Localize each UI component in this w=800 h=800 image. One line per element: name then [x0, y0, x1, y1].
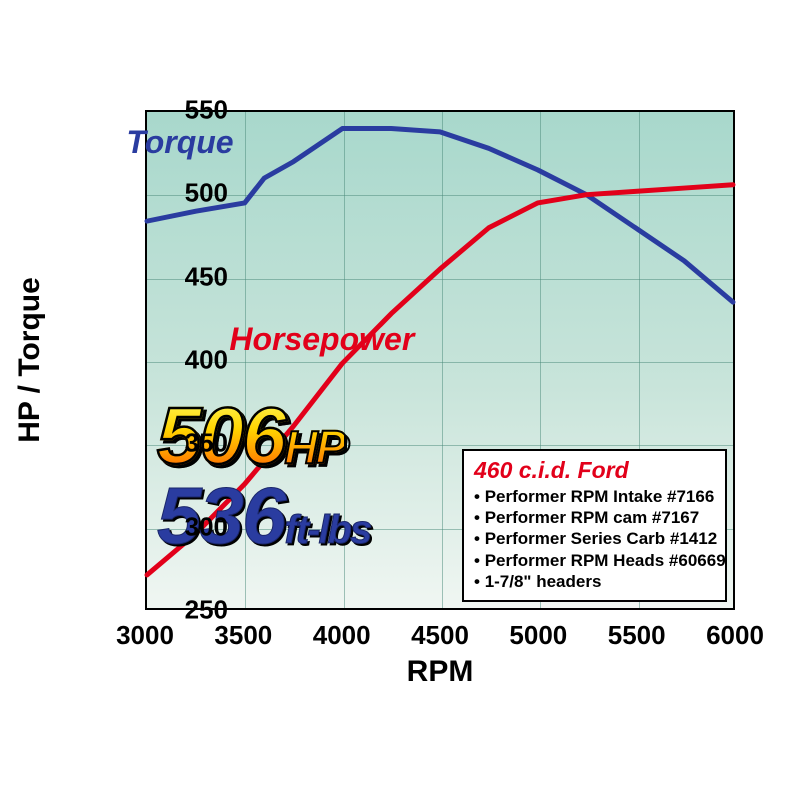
x-axis-label: RPM	[407, 655, 474, 689]
info-box-title: 460 c.i.d. Ford	[474, 457, 715, 484]
y-tick: 500	[148, 178, 228, 209]
y-axis-label: HP / Torque	[13, 277, 47, 443]
y-tick: 450	[148, 261, 228, 292]
plot-area: Torque Horsepower 506HP 536ft-lbs 460 c.…	[145, 110, 735, 610]
info-item: 1-7/8" headers	[474, 571, 715, 592]
x-tick: 5500	[587, 620, 687, 651]
x-tick: 3000	[95, 620, 195, 651]
x-tick: 6000	[685, 620, 785, 651]
y-tick: 400	[148, 345, 228, 376]
info-item: Performer RPM Heads #60669	[474, 550, 715, 571]
y-tick: 300	[148, 511, 228, 542]
dyno-chart: Torque Horsepower 506HP 536ft-lbs 460 c.…	[60, 110, 740, 690]
info-item: Performer RPM Intake #7166	[474, 486, 715, 507]
torque-line	[147, 129, 733, 303]
y-tick: 550	[148, 95, 228, 126]
hp-callout-unit: HP	[284, 421, 344, 473]
torque-callout-unit: ft-lbs	[284, 508, 370, 552]
info-box-items: Performer RPM Intake #7166Performer RPM …	[474, 486, 715, 592]
x-tick: 4000	[292, 620, 392, 651]
info-item: Performer RPM cam #7167	[474, 507, 715, 528]
info-box: 460 c.i.d. Ford Performer RPM Intake #71…	[462, 449, 727, 602]
horsepower-series-label: Horsepower	[229, 321, 414, 358]
x-tick: 5000	[488, 620, 588, 651]
x-tick: 4500	[390, 620, 490, 651]
torque-series-label: Torque	[126, 124, 233, 161]
info-item: Performer Series Carb #1412	[474, 528, 715, 549]
x-tick: 3500	[193, 620, 293, 651]
y-tick: 350	[148, 428, 228, 459]
